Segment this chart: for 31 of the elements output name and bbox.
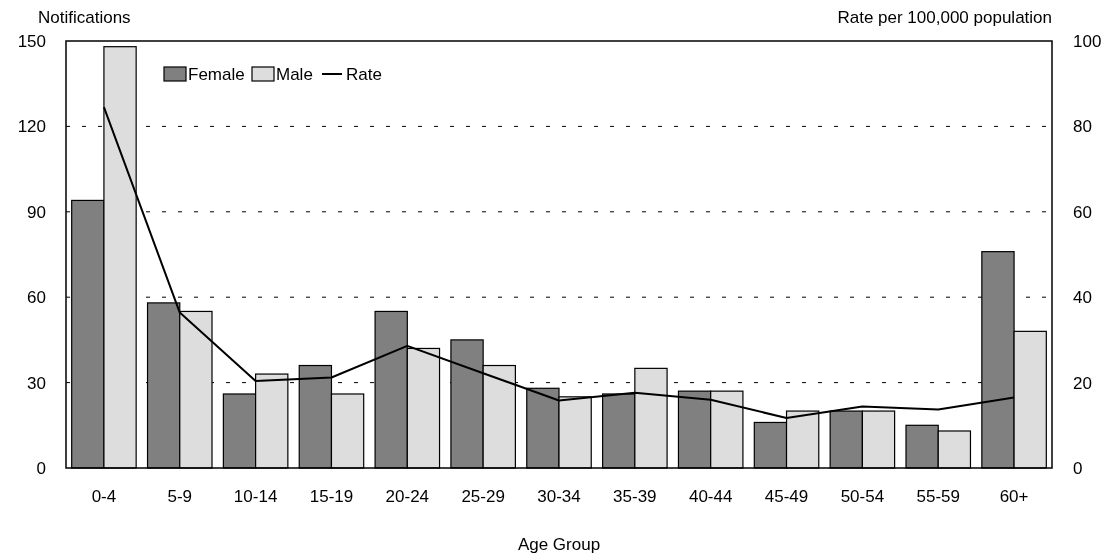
y2-tick-label: 60 — [1073, 202, 1092, 222]
x-axis-title: Age Group — [517, 535, 601, 554]
x-tick-label: 25-29 — [461, 487, 505, 506]
y-tick-label: 120 — [17, 117, 46, 137]
legend-label: Female — [188, 65, 245, 84]
y2-tick-label: 0 — [1073, 459, 1083, 478]
y2-tick-label: 100 — [1073, 32, 1102, 51]
y-tick-label: 150 — [17, 32, 46, 51]
x-tick-label: 0-4 — [91, 487, 117, 506]
legend-label: Rate — [346, 65, 382, 84]
x-tick-label: 20-24 — [385, 487, 430, 506]
x-tick-label: 30-34 — [537, 487, 581, 506]
legend-label: Male — [276, 65, 313, 84]
x-tick-label: 15-19 — [309, 487, 354, 506]
y2-tick-label: 80 — [1073, 117, 1092, 137]
x-tick-label: 35-39 — [613, 487, 657, 506]
y-tick-label: 90 — [27, 202, 46, 222]
y-tick-label: 60 — [27, 288, 46, 308]
x-tick-label: 5-9 — [167, 487, 193, 506]
y-axis-title: Notifications — [38, 8, 131, 27]
x-tick-label: 60+ — [999, 487, 1029, 506]
y-tick-label: 0 — [36, 459, 46, 478]
x-tick-label: 50-54 — [840, 487, 885, 506]
y2-tick-label: 40 — [1073, 288, 1092, 308]
y2-tick-label: 20 — [1073, 373, 1092, 393]
y-tick-label: 30 — [27, 373, 46, 393]
y2-axis-title: Rate per 100,000 population — [837, 8, 1052, 27]
x-tick-label: 40-44 — [688, 487, 733, 506]
x-tick-label: 55-59 — [916, 487, 960, 506]
x-tick-label: 10-14 — [233, 487, 278, 506]
x-tick-label: 45-49 — [764, 487, 809, 506]
